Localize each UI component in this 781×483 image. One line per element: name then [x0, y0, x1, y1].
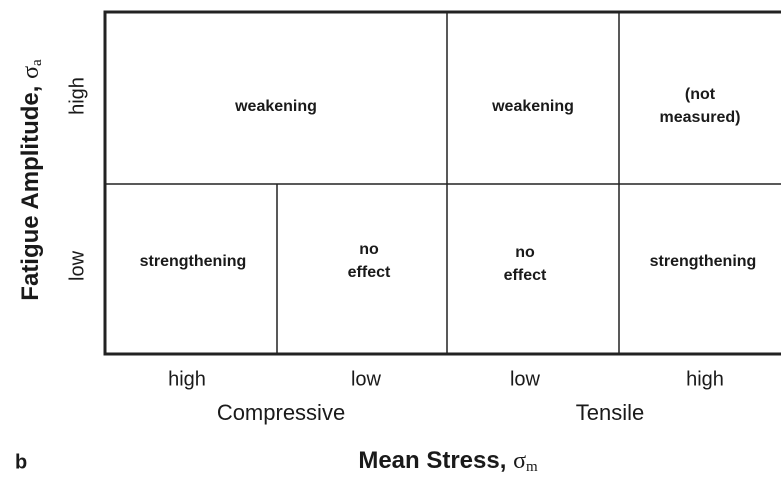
title-symbol: σ [18, 66, 44, 79]
cell-text: measured) [660, 109, 741, 126]
x-level: high [686, 368, 724, 390]
cell-text: strengthening [140, 253, 247, 270]
y-level: high [66, 77, 88, 115]
y-axis-title: Fatigue Amplitude, σa [17, 59, 45, 301]
x-level: high [168, 368, 206, 390]
y-level: low [66, 250, 88, 281]
grid [103, 10, 781, 356]
title-subscript: m [526, 459, 538, 475]
x-axis-title: Mean Stress, σm [358, 447, 538, 475]
title-text: Mean Stress, [358, 447, 513, 474]
title-symbol: σ [513, 448, 526, 474]
cell-text: no [515, 244, 535, 261]
outer-border [103, 10, 781, 356]
cell-text: effect [504, 267, 547, 284]
cell-text: weakening [234, 98, 317, 115]
cell-text: (not [685, 86, 716, 103]
panel-label: b [15, 451, 27, 473]
title-text: Fatigue Amplitude, [17, 79, 44, 301]
cell-text: effect [348, 264, 391, 281]
cell-text: no [359, 241, 379, 258]
cell-text: weakening [491, 98, 574, 115]
cell-text: strengthening [650, 253, 757, 270]
x-group: Compressive [217, 400, 345, 425]
x-level: low [510, 368, 541, 390]
x-level: low [351, 368, 382, 390]
x-group: Tensile [576, 400, 644, 425]
title-subscript: a [29, 59, 45, 66]
